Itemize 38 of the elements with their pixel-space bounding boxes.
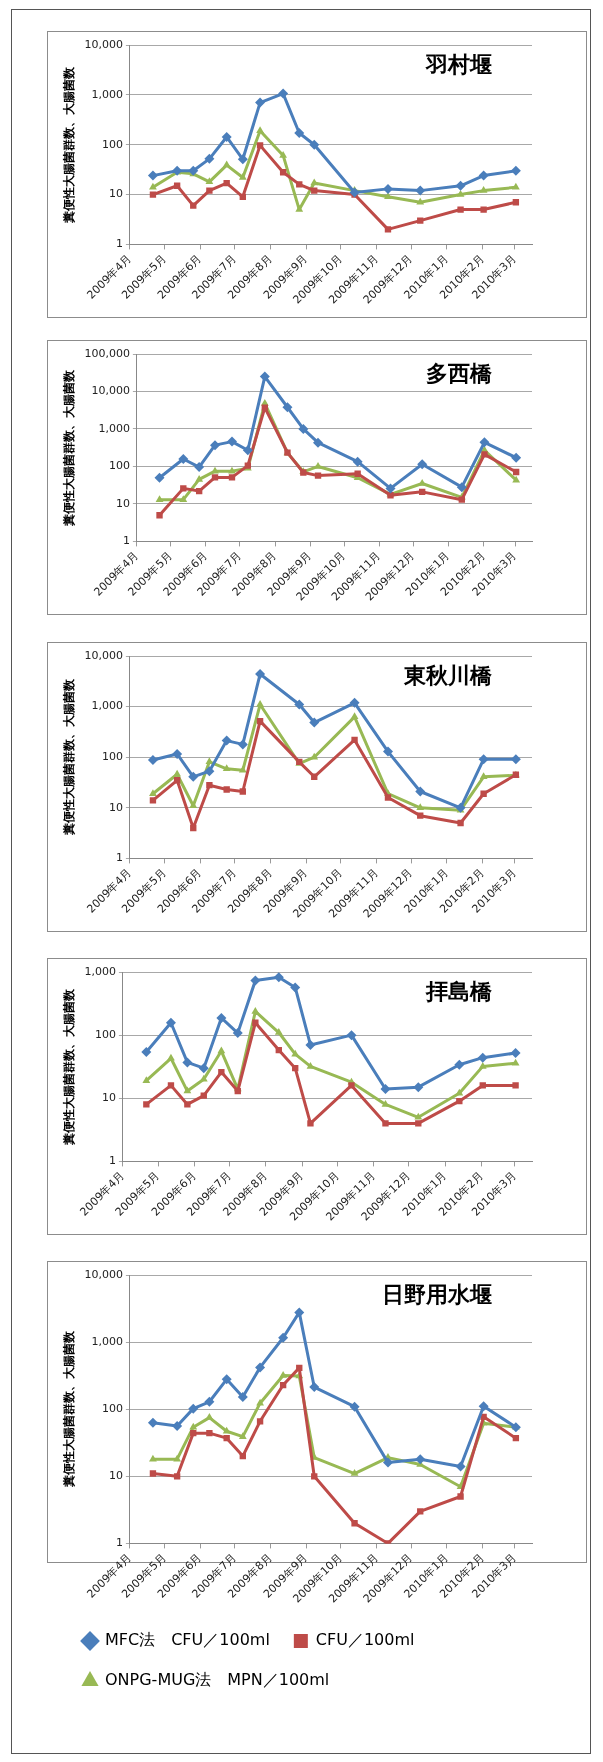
y-tick-label: 10,000 (84, 648, 123, 662)
y-tick-label: 1,000 (91, 87, 123, 101)
y-tick-label: 10,000 (91, 384, 130, 398)
y-tick-label: 10 (101, 1091, 116, 1105)
y-tick-label: 10,000 (84, 37, 123, 51)
y-tick-label: 1,000 (98, 421, 130, 435)
y-tick-label: 1 (108, 1154, 116, 1168)
legend-label: CFU／100ml (315, 1630, 415, 1650)
y-tick-label: 10 (108, 187, 123, 201)
y-tick-label: 1 (115, 1536, 123, 1550)
y-tick-label: 100 (108, 459, 130, 473)
y-tick-label: 1,000 (91, 1334, 123, 1348)
y-tick-label: 10 (108, 800, 123, 814)
y-tick-label: 100 (101, 137, 123, 151)
chart-title: 羽村堰 (425, 51, 492, 77)
y-tick-label: 100 (101, 1402, 123, 1416)
y-tick-label: 1 (115, 851, 123, 865)
y-tick-label: 1,000 (91, 699, 123, 713)
y-tick-label: 100,000 (84, 346, 130, 360)
y-tick-label: 1 (122, 534, 130, 548)
y-tick-label: 1 (115, 237, 123, 251)
y-tick-label: 10,000 (84, 1267, 123, 1281)
y-axis-title: 糞便性大腸菌群数、大腸菌数 (62, 987, 77, 1146)
y-tick-label: 100 (94, 1028, 116, 1041)
y-axis-title: 糞便性大腸菌群数、大腸菌数 (62, 368, 77, 527)
chart-title: 東秋川橋 (403, 662, 493, 688)
y-tick-label: 10 (108, 1469, 123, 1483)
y-axis-title: 糞便性大腸菌群数、大腸菌数 (62, 678, 77, 837)
y-axis-title: 糞便性大腸菌群数、大腸菌数 (62, 65, 77, 224)
chart-title: 多西橋 (426, 360, 493, 386)
y-tick-label: 10 (115, 496, 130, 510)
legend-label: ONPG-MUG法 MPN／100ml (105, 1670, 330, 1690)
chart-title: 日野用水堰 (382, 1281, 492, 1307)
legend-label: MFC法 CFU／100ml (105, 1630, 270, 1650)
y-tick-label: 100 (101, 750, 123, 764)
chart-title: 拝島橋 (425, 978, 493, 1004)
y-axis-title: 糞便性大腸菌群数、大腸菌数 (62, 1330, 77, 1489)
y-tick-label: 1,000 (84, 964, 116, 978)
